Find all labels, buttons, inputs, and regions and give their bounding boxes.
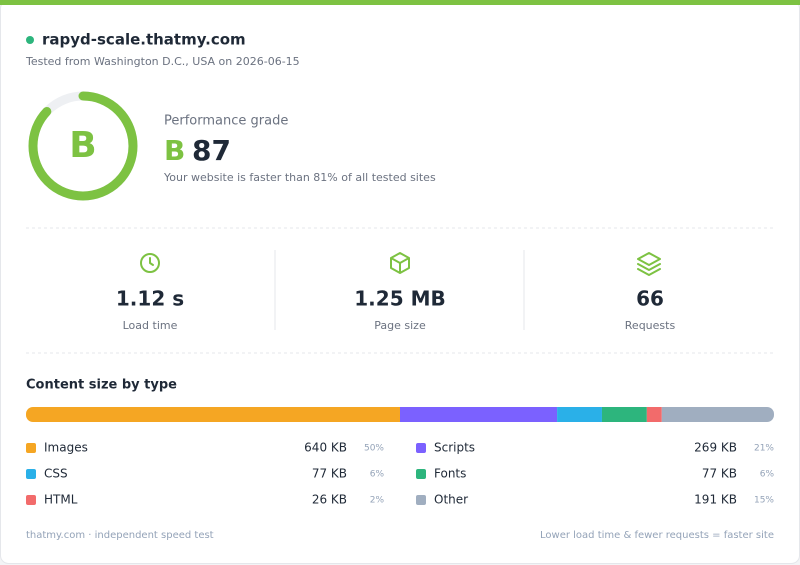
legend-swatch [26, 469, 36, 479]
bar-segment [601, 407, 647, 422]
footer-left: thatmy.com · independent speed test [26, 530, 214, 541]
size-bar [26, 407, 774, 422]
box-icon [390, 252, 410, 274]
section-title: Content size by type [26, 378, 177, 393]
icons [140, 252, 661, 276]
legend-swatch [26, 443, 36, 453]
legend-swatch [416, 495, 426, 505]
legend-name: Scripts [434, 441, 475, 455]
legend-percent: 21% [754, 444, 774, 454]
legend-percent: 15% [754, 496, 774, 506]
metric-label: Requests [625, 319, 676, 332]
bar-segment [661, 407, 774, 422]
grade-summary: Your website is faster than 81% of all t… [163, 171, 436, 184]
legend-size: 77 KB [702, 467, 737, 481]
legend-name: Other [434, 493, 468, 507]
tested: Tested from Washington D.C., USA on 2026… [25, 55, 300, 68]
grade-letter: B [164, 134, 185, 167]
gauge-letter: B [69, 125, 96, 166]
legend-size: 77 KB [312, 467, 347, 481]
metric-value: 1.12 s [116, 287, 184, 311]
legend-percent: 6% [370, 470, 385, 480]
grade-score: 87 [192, 134, 231, 167]
metric-value: 1.25 MB [354, 287, 445, 311]
legend-name: Fonts [434, 467, 466, 481]
legend-percent: 50% [364, 444, 384, 454]
legend-name: Images [44, 441, 88, 455]
bar-segment [557, 407, 602, 422]
legend-size: 191 KB [694, 493, 737, 507]
legend-swatch [416, 469, 426, 479]
legend-percent: 2% [370, 496, 385, 506]
site: rapyd-scale.thatmy.com [42, 31, 246, 49]
legend-name: HTML [44, 493, 78, 507]
metric-label: Page size [374, 319, 426, 332]
layers-icon [637, 252, 661, 276]
status-dot [26, 36, 34, 44]
legend-name: CSS [44, 467, 68, 481]
legend-size: 26 KB [312, 493, 347, 507]
legend-swatch [26, 495, 36, 505]
clock-icon [140, 253, 160, 273]
legend-size: 640 KB [304, 441, 347, 455]
bar-segment [646, 407, 662, 422]
top-strip [0, 0, 800, 5]
metric-label: Load time [123, 319, 178, 332]
legend-swatch [416, 443, 426, 453]
bar-segment [26, 407, 400, 422]
grade-label: Performance grade [164, 114, 288, 129]
bar-segment [400, 407, 558, 422]
footer-right: Lower load time & fewer requests = faste… [540, 530, 774, 541]
metric-value: 66 [636, 287, 664, 311]
gauge-arc [28, 91, 138, 201]
legend-percent: 6% [760, 470, 775, 480]
legend-size: 269 KB [694, 441, 737, 455]
